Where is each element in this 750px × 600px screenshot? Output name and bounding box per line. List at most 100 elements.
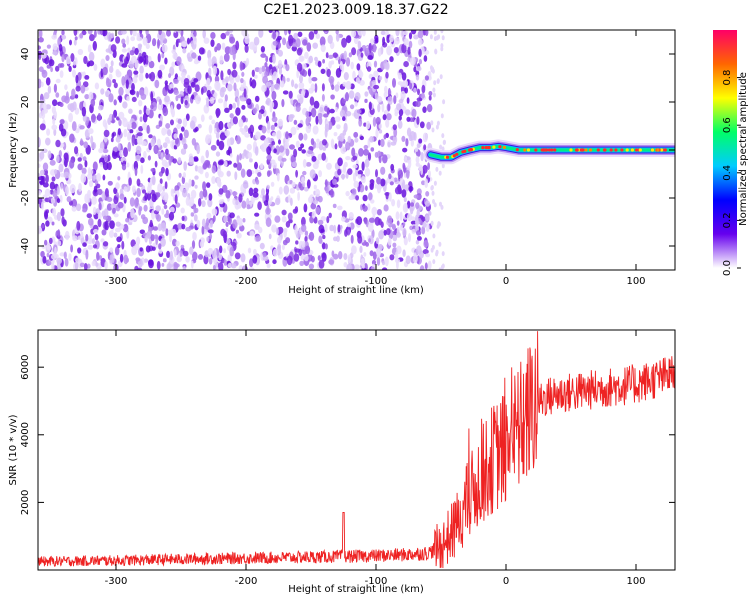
noise-speckle xyxy=(80,84,86,94)
noise-speckle xyxy=(305,117,310,127)
noise-speckle xyxy=(65,56,71,65)
noise-speckle xyxy=(167,129,172,137)
noise-speckle xyxy=(53,128,57,136)
noise-speckle xyxy=(252,107,258,115)
noise-speckle xyxy=(207,49,212,60)
noise-speckle xyxy=(94,30,97,38)
noise-speckle xyxy=(56,198,61,204)
noise-speckle xyxy=(129,197,135,207)
noise-speckle xyxy=(345,110,352,117)
noise-speckle xyxy=(416,143,421,149)
noise-speckle xyxy=(421,84,426,94)
noise-speckle xyxy=(370,199,375,204)
noise-speckle xyxy=(92,175,96,181)
noise-speckle xyxy=(159,115,163,122)
noise-speckle xyxy=(161,127,167,136)
noise-speckle xyxy=(357,40,362,50)
tone-peak xyxy=(575,148,579,152)
noise-speckle xyxy=(253,36,260,46)
noise-speckle xyxy=(198,198,202,207)
tone-peak xyxy=(581,148,585,152)
noise-speckle xyxy=(343,72,349,81)
noise-speckle xyxy=(264,71,269,78)
noise-speckle xyxy=(113,213,119,218)
noise-speckle xyxy=(369,250,374,257)
noise-speckle xyxy=(44,239,48,246)
noise-speckle xyxy=(232,61,237,70)
noise-speckle xyxy=(170,188,174,197)
noise-speckle xyxy=(328,54,334,60)
noise-speckle xyxy=(119,253,124,263)
noise-speckle xyxy=(157,69,163,79)
noise-speckle xyxy=(102,241,109,247)
noise-speckle xyxy=(348,212,354,220)
noise-speckle xyxy=(49,181,56,190)
noise-speckle xyxy=(312,125,319,135)
noise-speckle xyxy=(291,79,295,88)
noise-speckle xyxy=(378,123,382,129)
noise-speckle xyxy=(332,52,338,58)
noise-speckle xyxy=(353,180,359,188)
noise-speckle xyxy=(111,132,115,139)
noise-speckle xyxy=(303,254,309,262)
noise-speckle xyxy=(308,55,313,64)
noise-speckle xyxy=(293,148,298,158)
noise-speckle xyxy=(277,236,282,244)
noise-speckle xyxy=(76,220,81,231)
noise-speckle xyxy=(397,72,402,80)
noise-speckle xyxy=(73,39,77,46)
noise-speckle xyxy=(270,124,276,131)
noise-speckle xyxy=(341,37,347,48)
noise-speckle xyxy=(74,36,78,41)
noise-speckle xyxy=(415,239,420,245)
x-tick-label: -200 xyxy=(235,276,258,287)
noise-speckle xyxy=(229,212,235,219)
tone-peak xyxy=(540,148,544,152)
noise-speckle xyxy=(142,37,148,46)
tone-peak xyxy=(638,148,642,152)
noise-speckle xyxy=(272,40,278,46)
noise-speckle xyxy=(116,236,122,243)
noise-speckle xyxy=(182,265,187,270)
noise-speckle xyxy=(158,120,163,127)
noise-speckle xyxy=(114,227,121,233)
noise-speckle xyxy=(134,47,139,56)
noise-speckle xyxy=(136,135,143,145)
noise-speckle xyxy=(410,216,416,221)
noise-speckle xyxy=(196,219,201,228)
tone-peak xyxy=(469,148,473,152)
noise-speckle xyxy=(102,66,108,76)
noise-speckle xyxy=(431,68,435,74)
noise-speckle xyxy=(65,154,69,163)
noise-speckle xyxy=(293,32,299,40)
noise-speckle xyxy=(437,34,441,40)
noise-speckle xyxy=(160,152,164,161)
noise-speckle xyxy=(324,243,328,250)
noise-speckle xyxy=(290,99,294,105)
noise-speckle xyxy=(358,148,364,157)
noise-speckle xyxy=(324,123,330,133)
noise-speckle xyxy=(155,205,161,212)
noise-speckle xyxy=(243,149,247,155)
noise-speckle xyxy=(113,99,117,106)
noise-speckle xyxy=(274,215,281,223)
noise-speckle xyxy=(39,151,45,160)
noise-speckle xyxy=(297,191,300,201)
noise-speckle xyxy=(103,129,110,138)
noise-speckle xyxy=(268,233,272,240)
noise-speckle xyxy=(58,44,63,52)
noise-speckle xyxy=(391,199,396,207)
noise-speckle xyxy=(426,104,433,113)
noise-speckle xyxy=(96,188,103,196)
noise-speckle xyxy=(254,224,260,230)
noise-speckle xyxy=(293,253,300,262)
noise-speckle xyxy=(218,188,224,195)
noise-speckle xyxy=(380,138,385,148)
noise-speckle xyxy=(138,99,143,107)
noise-speckle xyxy=(317,255,321,261)
noise-speckle xyxy=(245,57,250,66)
noise-speckle xyxy=(232,191,238,196)
noise-speckle xyxy=(312,42,319,49)
noise-speckle xyxy=(308,231,315,241)
noise-speckle xyxy=(289,187,296,194)
